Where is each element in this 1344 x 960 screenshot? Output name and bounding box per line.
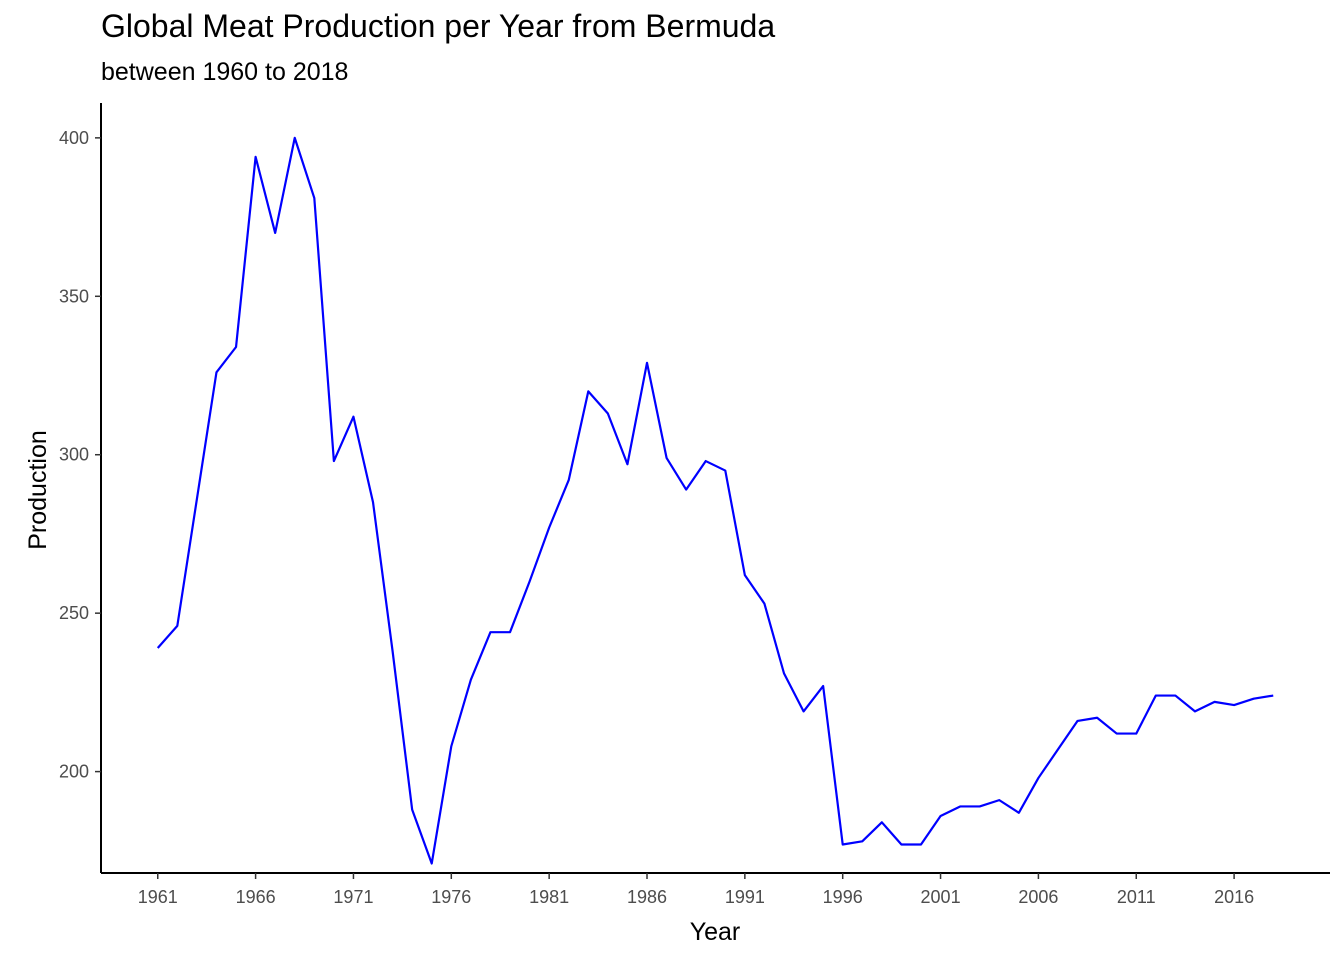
x-axis: 1961 1966 1971 1976 1981 1986 1991 1996 2001 2006…	[101, 872, 1330, 907]
x-axis-title: Year	[690, 918, 741, 946]
x-tick-label: 1981	[529, 887, 569, 907]
y-tick-label: 300	[59, 445, 89, 465]
y-tick-label: 250	[59, 603, 89, 623]
x-tick-label: 2016	[1214, 887, 1254, 907]
x-tick-label: 2011	[1117, 887, 1156, 907]
x-tick-label: 1966	[236, 887, 276, 907]
y-tick-label: 200	[59, 762, 89, 782]
plot-area	[156, 136, 1274, 865]
x-tick-label: 1971	[333, 887, 373, 907]
y-tick-label: 400	[59, 128, 89, 148]
y-tick-label: 350	[59, 286, 89, 306]
y-axis: 200 250 300 350 400	[59, 103, 102, 873]
x-tick-label: 2001	[921, 887, 961, 907]
x-tick-label: 1991	[725, 887, 765, 907]
x-tick-label: 1986	[627, 887, 667, 907]
x-tick-label: 1976	[431, 887, 471, 907]
x-tick-label: 2006	[1018, 887, 1058, 907]
production-line	[156, 136, 1274, 865]
x-tick-label: 1961	[138, 887, 178, 907]
chart-title: Global Meat Production per Year from Ber…	[101, 8, 776, 44]
chart-subtitle: between 1960 to 2018	[101, 58, 349, 86]
y-axis-title: Production	[24, 430, 52, 550]
x-tick-label: 1996	[823, 887, 863, 907]
